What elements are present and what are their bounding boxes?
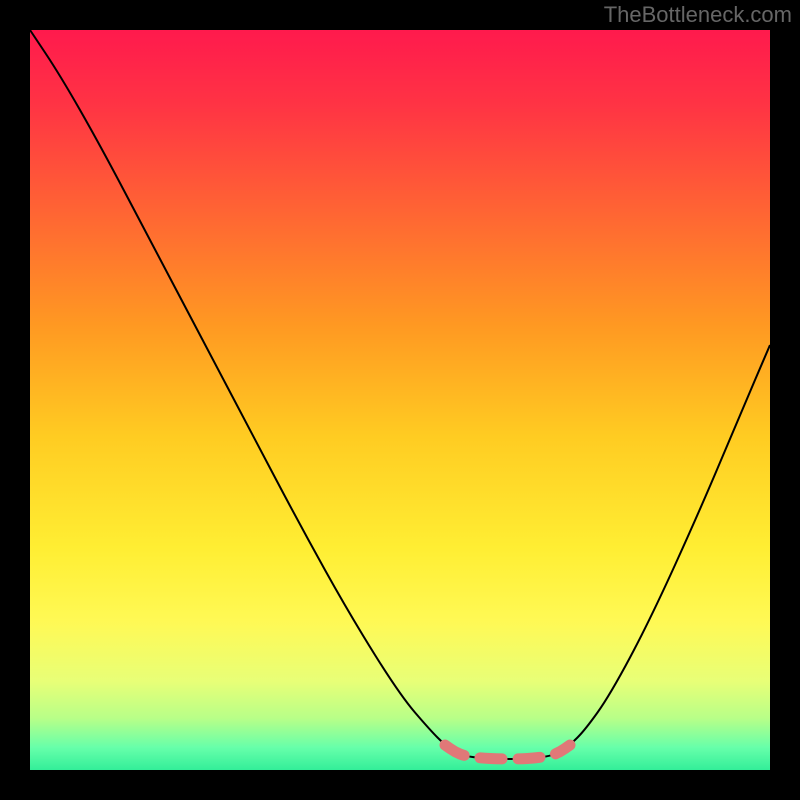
watermark-text: TheBottleneck.com: [604, 2, 792, 28]
chart-svg: [0, 0, 800, 800]
bottleneck-chart: TheBottleneck.com: [0, 0, 800, 800]
gradient-background: [30, 30, 770, 770]
